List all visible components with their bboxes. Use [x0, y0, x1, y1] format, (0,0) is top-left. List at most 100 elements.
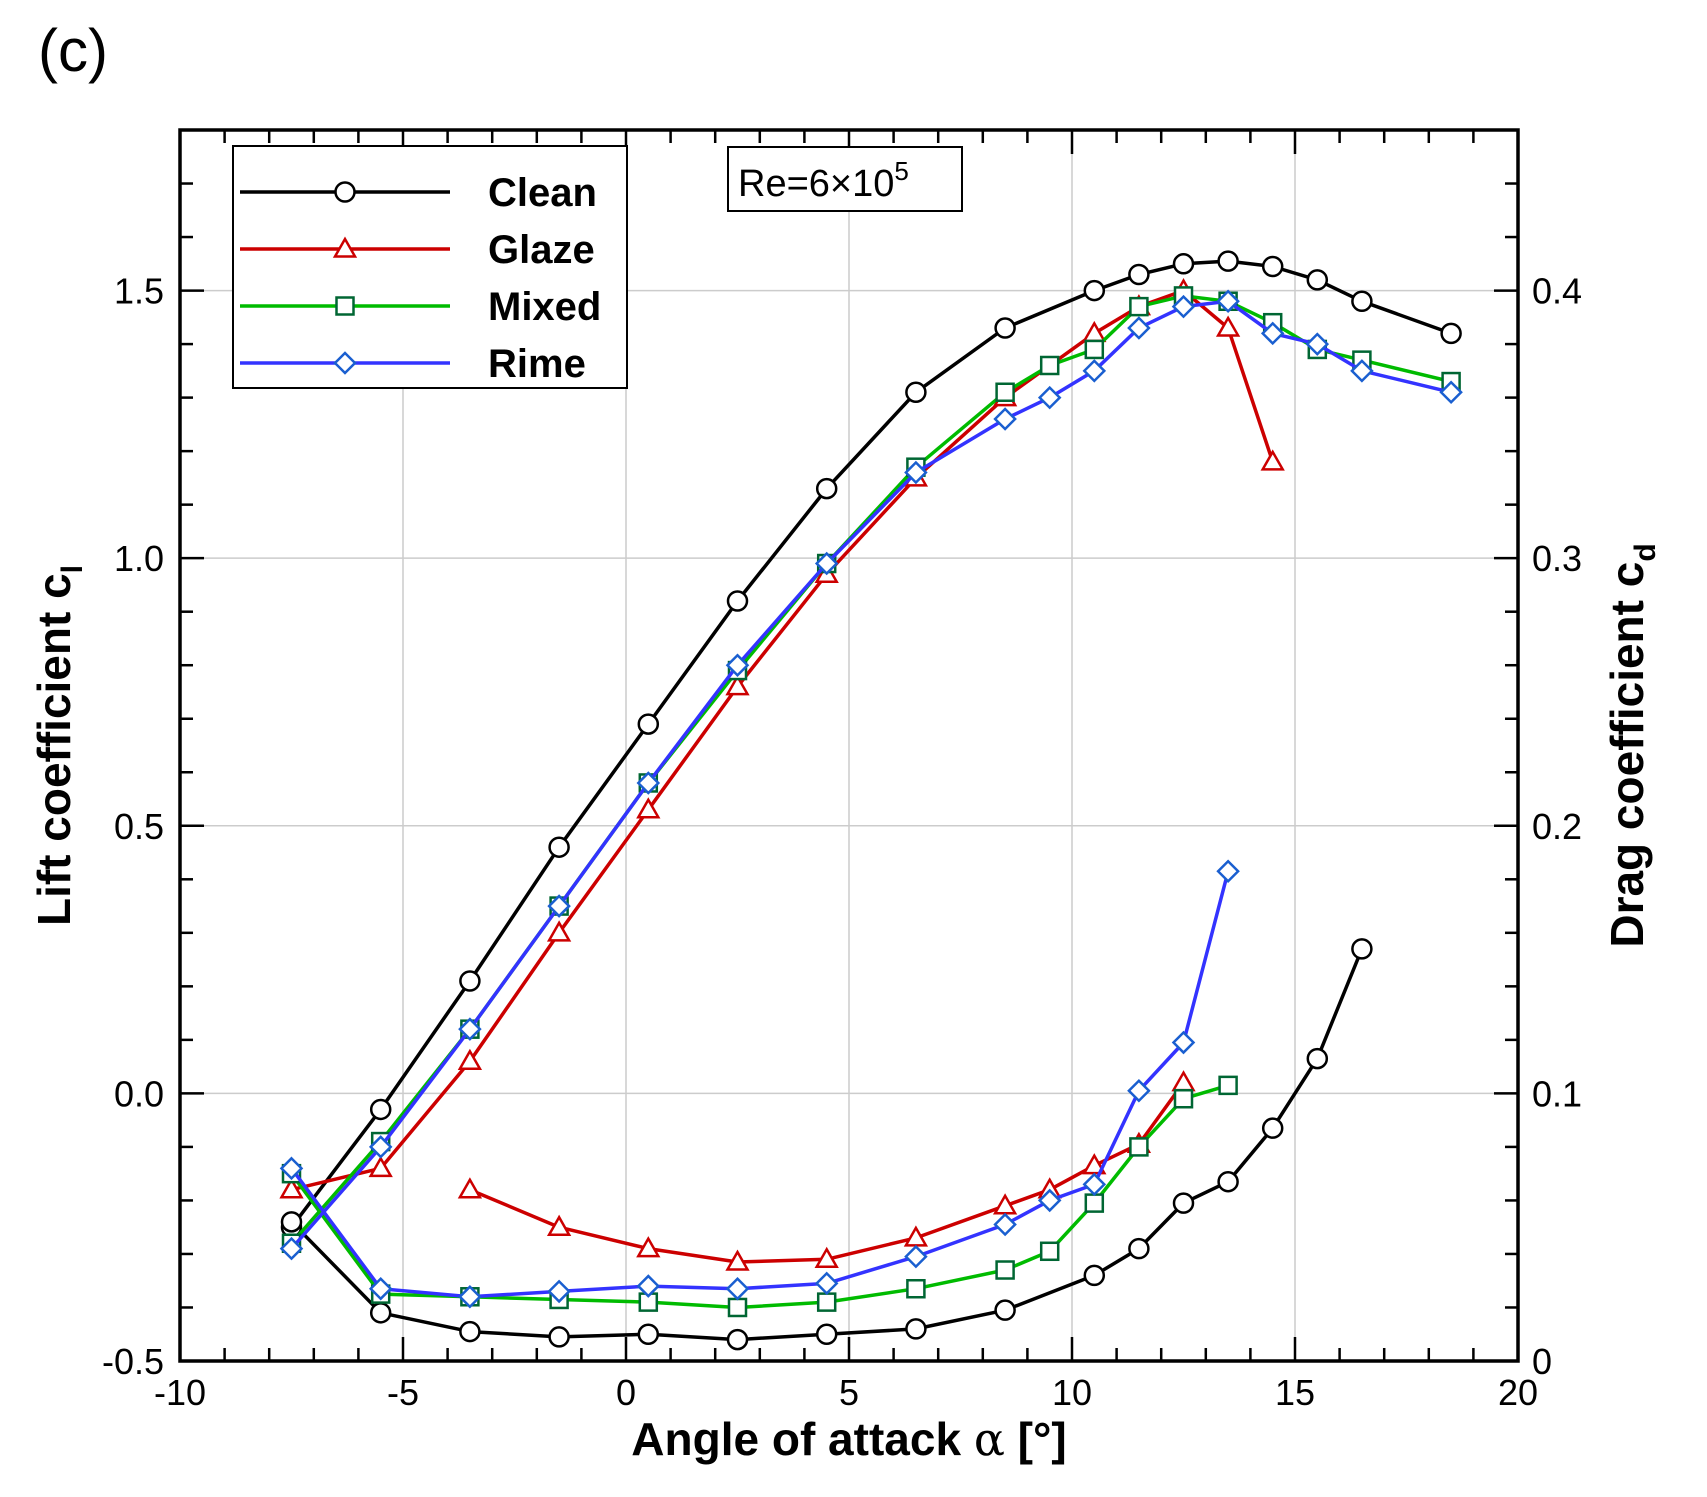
mixed-lift-point: [1084, 339, 1105, 360]
clean-lift-point: [1306, 269, 1329, 291]
rime-lift-point: [1439, 380, 1463, 405]
y-right-axis-title: Drag coefficient cd: [1601, 543, 1662, 947]
clean-drag-point: [1172, 1192, 1195, 1214]
rime-drag-point: [1037, 1188, 1062, 1213]
mixed-drag-point: [1039, 1241, 1060, 1262]
reynolds-box: [727, 146, 963, 212]
clean-drag-line: [290, 948, 1364, 1342]
mixed-drag-point: [1084, 1193, 1105, 1213]
clean-drag-point: [815, 1323, 838, 1345]
clean-lift-point: [905, 381, 927, 404]
clean-drag-point: [548, 1326, 570, 1348]
rime-drag-point: [904, 1244, 928, 1269]
legend-marker-rime: [333, 351, 357, 375]
clean-drag-point: [280, 1211, 303, 1233]
glaze-drag-point: [546, 1214, 572, 1236]
clean-drag-point: [1351, 938, 1373, 960]
glaze-lift-point: [457, 1048, 483, 1071]
legend-box: [232, 145, 628, 389]
clean-drag-point: [369, 1302, 392, 1324]
clean-lift-point: [994, 317, 1016, 339]
rime-drag-point: [1127, 1078, 1151, 1103]
y-right-tick-label: 0.3: [1532, 538, 1582, 579]
clean-lift-point: [637, 713, 660, 735]
rime-lift-point: [636, 771, 661, 795]
legend-marker-glaze: [332, 236, 358, 258]
x-tick-label: -10: [154, 1372, 206, 1413]
clean-lift-point: [1440, 322, 1462, 345]
legend-label-rime: Rime: [488, 342, 586, 386]
glaze-lift-point: [1082, 320, 1107, 343]
glaze-lift-point: [725, 674, 750, 696]
y-left-tick-label: 1.5: [114, 271, 164, 312]
legend-marker-clean: [334, 181, 356, 203]
clean-lift-point: [1351, 290, 1373, 313]
x-tick-label: 20: [1498, 1372, 1538, 1413]
y-left-axis-title: Lift coefficient cl: [28, 565, 89, 926]
clean-drag-point: [1217, 1170, 1239, 1193]
rime-lift-point: [1082, 359, 1107, 383]
rime-lift-point: [1216, 289, 1240, 314]
clean-lift-point: [369, 1098, 392, 1121]
glaze-drag-point: [814, 1246, 839, 1269]
x-tick-label: 0: [616, 1372, 636, 1413]
rime-lift-point: [725, 653, 750, 677]
x-tick-label: 5: [839, 1372, 859, 1413]
rime-drag-point: [279, 1156, 304, 1181]
clean-lift-point: [459, 970, 481, 992]
rime-drag-point: [993, 1212, 1017, 1237]
clean-drag-point: [1261, 1117, 1284, 1139]
mixed-drag-point: [816, 1292, 837, 1312]
series-rime: [279, 289, 1463, 1309]
clean-lift-point: [1128, 263, 1150, 286]
clean-lift-point: [815, 477, 838, 500]
clean-drag-point: [637, 1323, 660, 1345]
rime-lift-point: [1305, 332, 1330, 356]
glaze-drag-point: [636, 1236, 661, 1258]
x-axis-title: Angle of attack α [°]: [631, 1412, 1066, 1466]
series-clean: [280, 250, 1462, 1351]
mixed-lift-point: [1039, 355, 1060, 376]
rime-drag-point: [458, 1285, 482, 1309]
legend: Clean Glaze Mixed Rime: [232, 145, 628, 389]
glaze-drag-point: [725, 1249, 750, 1271]
rime-lift-point: [1037, 385, 1062, 410]
rime-drag-line: [290, 870, 1230, 1299]
clean-lift-point: [1261, 255, 1284, 278]
clean-drag-point: [1306, 1047, 1329, 1070]
mixed-drag-point: [1173, 1088, 1194, 1109]
mixed-drag-point: [995, 1260, 1015, 1280]
rime-lift-point: [1260, 321, 1285, 346]
ticks: [178, 128, 1520, 1363]
rime-drag-point: [814, 1271, 839, 1296]
mixed-drag-point: [906, 1278, 926, 1299]
glaze-lift-point: [1260, 449, 1285, 471]
clean-drag-point: [1128, 1237, 1150, 1260]
clean-lift-point: [726, 590, 749, 612]
y-left-tick-label: 0.0: [114, 1073, 164, 1114]
y-left-tick-label: 0.5: [114, 806, 164, 847]
rime-lift-point: [1171, 294, 1196, 319]
rime-drag-point: [636, 1274, 661, 1298]
legend-marker-mixed: [335, 296, 355, 316]
rime-lift-point: [368, 1135, 393, 1159]
x-tick-label: 15: [1275, 1372, 1315, 1413]
rime-lift-point: [1127, 316, 1151, 340]
glaze-lift-point: [368, 1155, 393, 1178]
legend-label-glaze: Glaze: [488, 228, 595, 272]
rime-lift-point: [814, 551, 839, 576]
rime-drag-point: [725, 1276, 750, 1301]
clean-drag-point: [1083, 1264, 1106, 1287]
clean-drag-point: [905, 1318, 927, 1340]
series-glaze: [279, 278, 1285, 1271]
mixed-lift-point: [1129, 296, 1149, 317]
glaze-lift-point: [546, 920, 572, 942]
mixed-drag-point: [1129, 1137, 1149, 1157]
clean-drag-point: [994, 1299, 1016, 1321]
glaze-lift-point: [279, 1177, 304, 1199]
clean-lift-point: [1083, 279, 1106, 302]
y-right-tick-label: 0: [1532, 1341, 1552, 1382]
reynolds-annotation: Re=6×105: [727, 146, 963, 212]
glaze-drag-line: [469, 1081, 1185, 1264]
rime-lift-point: [1350, 359, 1374, 383]
